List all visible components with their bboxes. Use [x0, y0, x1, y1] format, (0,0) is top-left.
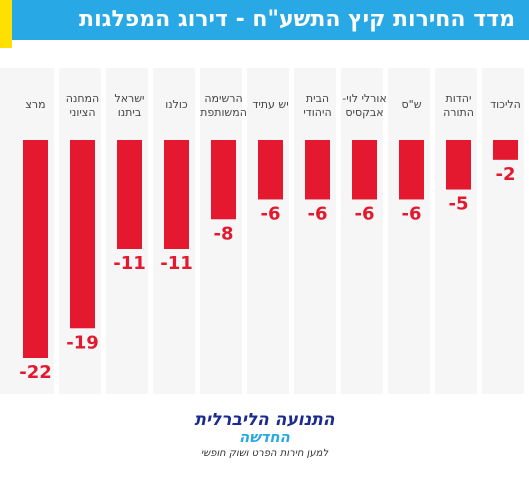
category-label: אורלי לוי-אבקסיס	[342, 92, 386, 119]
bar	[399, 140, 424, 200]
bar	[493, 140, 518, 160]
bar	[446, 140, 471, 190]
category-label: מרצ	[25, 98, 45, 111]
bar	[258, 140, 283, 200]
bar-chart: הליכוד -2 יהדות התורה -5 ש"ס -6 אורלי לוי-אבקסי…	[19, 68, 529, 394]
category-label: הבית היהודי	[303, 92, 331, 119]
bar	[305, 140, 330, 200]
category-label: כולנו	[165, 98, 188, 111]
category-column	[482, 68, 524, 394]
column-gap	[477, 68, 482, 394]
data-label: -5	[449, 194, 469, 215]
bar	[211, 140, 236, 220]
category-label: יהדות התורה	[443, 92, 474, 119]
logo-subtitle: החדשה	[239, 428, 290, 446]
category-label: הרשימה המשותפת	[200, 92, 247, 119]
column-gap	[242, 68, 247, 394]
column-gap	[336, 68, 341, 394]
category-label: הליכוד	[490, 98, 521, 111]
category-column	[294, 68, 336, 394]
column-gap	[195, 68, 200, 394]
category-column	[435, 68, 477, 394]
data-label: -6	[261, 203, 281, 224]
logo-tagline: למען חירות הפרט ושוק חופשי	[200, 448, 329, 459]
logo-title: התנועה הליברלית	[194, 410, 335, 430]
column-gap	[383, 68, 388, 394]
category-label: המחנה הציוני	[66, 92, 99, 119]
column-gap	[54, 68, 59, 394]
category-label: ש"ס	[402, 98, 422, 111]
bar	[23, 140, 48, 358]
category-column	[388, 68, 430, 394]
category-column	[200, 68, 242, 394]
bar	[117, 140, 142, 249]
accent-underline	[0, 40, 529, 48]
column-gap	[101, 68, 106, 394]
bar	[70, 140, 95, 329]
data-label: -11	[113, 253, 146, 274]
data-label: -2	[496, 164, 516, 185]
category-column	[247, 68, 289, 394]
data-label: -6	[402, 203, 422, 224]
bar	[352, 140, 377, 200]
bar	[164, 140, 189, 249]
column-gap	[430, 68, 435, 394]
data-label: -6	[308, 203, 328, 224]
data-label: -11	[160, 253, 193, 274]
column-gap	[524, 68, 529, 394]
data-label: -22	[19, 362, 52, 383]
column-gap	[289, 68, 294, 394]
data-label: -19	[66, 332, 99, 353]
category-column	[341, 68, 383, 394]
data-label: -6	[355, 203, 375, 224]
accent-stripe	[0, 0, 12, 48]
chart-title: מדד החירות קיץ התשע"ח - דירוג המפלגות	[79, 7, 515, 32]
category-label: ישראל ביתנו	[114, 92, 144, 119]
title-bar: מדד החירות קיץ התשע"ח - דירוג המפלגות	[0, 0, 529, 40]
data-label: -8	[214, 223, 234, 244]
column-gap	[148, 68, 153, 394]
category-label: יש עתיד	[252, 98, 288, 111]
